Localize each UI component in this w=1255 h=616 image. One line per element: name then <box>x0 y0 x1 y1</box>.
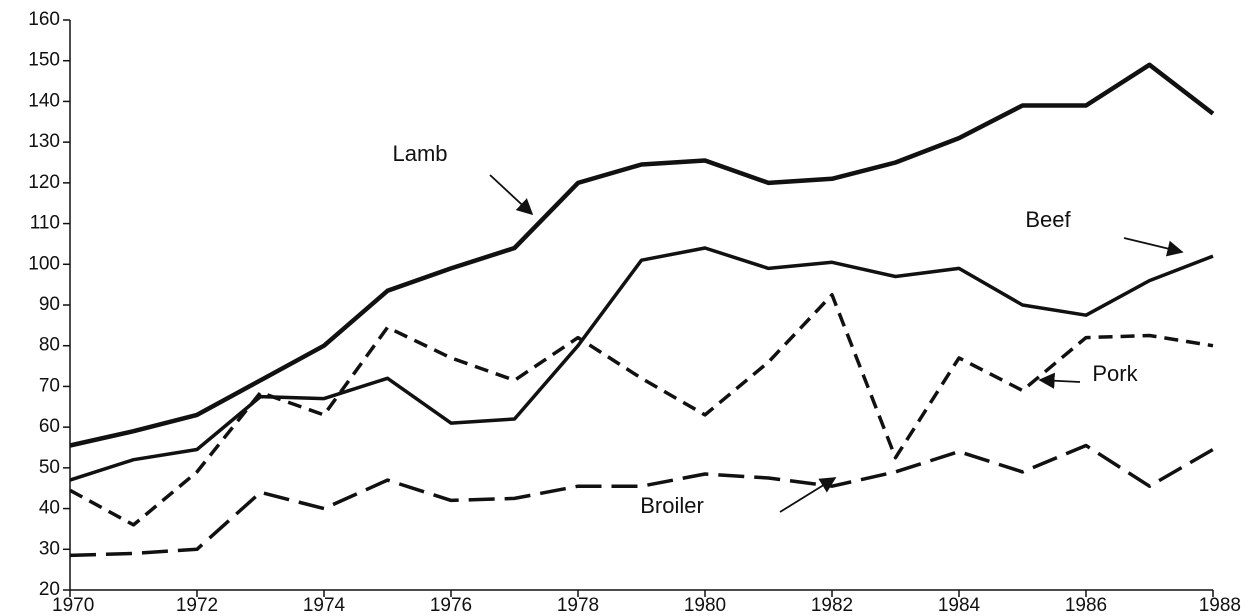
x-tick-label: 1978 <box>557 595 599 616</box>
y-tick-label: 130 <box>28 131 60 152</box>
y-tick-label: 140 <box>28 90 60 111</box>
x-tick-label: 1972 <box>176 595 218 616</box>
y-tick-label: 70 <box>39 375 60 396</box>
series-annotation: Pork <box>1092 361 1138 386</box>
series-line <box>69 443 1214 558</box>
x-tick-label: 1986 <box>1065 595 1107 616</box>
annotation-arrow <box>1123 237 1184 257</box>
y-tick-label: 150 <box>28 50 60 71</box>
y-tick-label: 60 <box>39 416 60 437</box>
x-tick-label: 1970 <box>52 595 94 616</box>
y-tick-label: 20 <box>39 579 60 600</box>
series-line <box>69 62 1215 448</box>
y-tick-label: 110 <box>30 213 60 234</box>
series-annotation: Beef <box>1025 207 1071 232</box>
annotation-arrow <box>489 174 534 216</box>
y-tick-label: 30 <box>39 538 60 559</box>
y-tick-label: 160 <box>28 9 60 30</box>
x-tick-label: 1984 <box>938 595 981 616</box>
series-line <box>69 293 1214 527</box>
annotation-arrow <box>779 477 837 513</box>
x-tick-label: 1982 <box>811 595 853 616</box>
annotation-arrow <box>1038 372 1081 389</box>
y-tick-label: 120 <box>28 172 60 193</box>
x-tick-label: 1980 <box>684 595 726 616</box>
y-tick-label: 90 <box>39 294 60 315</box>
x-tick-label: 1976 <box>430 595 472 616</box>
series-annotation: Broiler <box>640 493 704 518</box>
y-tick-label: 40 <box>39 498 60 519</box>
x-tick-label: 1988 <box>1199 595 1241 616</box>
y-tick-label: 100 <box>28 253 60 274</box>
y-tick-label: 50 <box>39 457 60 478</box>
x-tick-label: 1974 <box>303 595 346 616</box>
series-annotation: Lamb <box>392 141 447 166</box>
y-tick-label: 80 <box>39 335 60 356</box>
series-line <box>69 246 1214 482</box>
